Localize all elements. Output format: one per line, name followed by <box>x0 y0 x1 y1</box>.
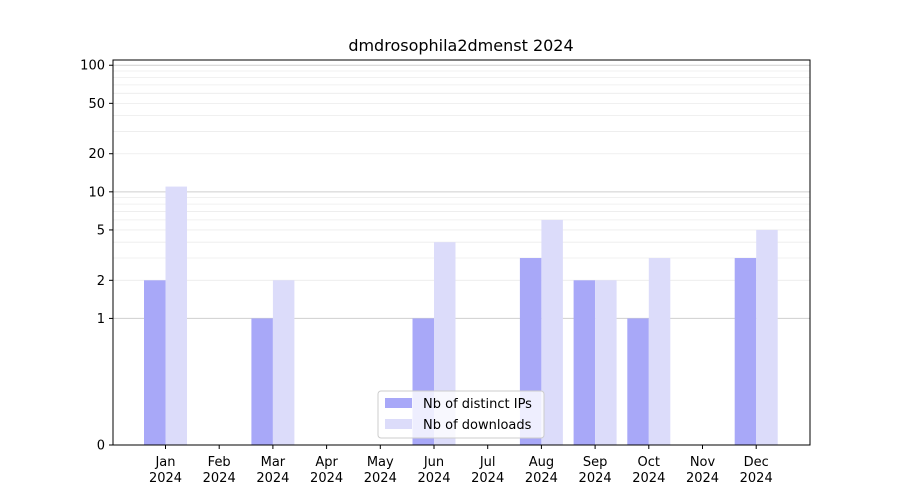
legend-box <box>377 390 545 439</box>
bar-downloads <box>756 229 778 445</box>
x-axis-ticks: Jan 2024 Feb 2024 Mar 2024 Apr 2024 May 2024 Jun 20… <box>149 445 773 486</box>
x-tick-label: Oct 2024 <box>632 455 665 486</box>
x-tick-label: Sep 2024 <box>579 455 612 486</box>
legend-label-distinct-ips: Nb of distinct IPs <box>423 397 532 412</box>
x-tick-label: Jul 2024 <box>471 455 504 486</box>
y-tick-label: 5 <box>97 223 105 238</box>
bar-downloads <box>272 280 295 445</box>
y-tick-label: 50 <box>88 97 105 112</box>
y-tick-label: 100 <box>80 59 105 74</box>
x-tick-label: Dec 2024 <box>740 455 773 486</box>
bar-distinct-ips <box>573 280 596 445</box>
x-tick-label: Apr 2024 <box>310 455 343 486</box>
y-tick-label: 2 <box>97 274 105 289</box>
chart-title: dmdrosophila2dmenst 2024 <box>348 36 573 55</box>
bar-downloads <box>165 186 187 446</box>
y-tick-label: 1 <box>97 312 105 327</box>
y-tick-label: 20 <box>88 147 105 162</box>
bar-downloads <box>648 258 671 445</box>
legend-label-downloads: Nb of downloads <box>423 418 532 433</box>
x-tick-label: Aug 2024 <box>525 455 558 486</box>
bar-distinct-ips <box>627 318 649 445</box>
y-tick-label: 10 <box>88 185 105 200</box>
x-tick-label: Feb 2024 <box>203 455 236 486</box>
grid-lines <box>113 64 810 319</box>
bar-distinct-ips <box>251 318 273 445</box>
bar-downloads <box>541 219 563 445</box>
bar-distinct-ips <box>144 280 166 445</box>
y-tick-label: 0 <box>97 439 105 454</box>
x-tick-label: Jun 2024 <box>417 455 450 486</box>
x-tick-label: Mar 2024 <box>256 455 289 486</box>
legend: Nb of distinct IPs Nb of downloads <box>377 390 545 439</box>
legend-swatch-distinct-ips <box>385 398 412 408</box>
bar-downloads <box>595 280 617 445</box>
x-tick-label: May 2024 <box>364 455 397 486</box>
x-tick-label: Jan 2024 <box>149 455 182 486</box>
y-axis-ticks: 0 1 2 5 10 20 50 100 <box>80 59 113 454</box>
x-tick-label: Nov 2024 <box>686 455 719 486</box>
bar-distinct-ips <box>734 258 757 445</box>
legend-swatch-downloads <box>385 419 412 429</box>
plot-frame <box>112 59 811 446</box>
